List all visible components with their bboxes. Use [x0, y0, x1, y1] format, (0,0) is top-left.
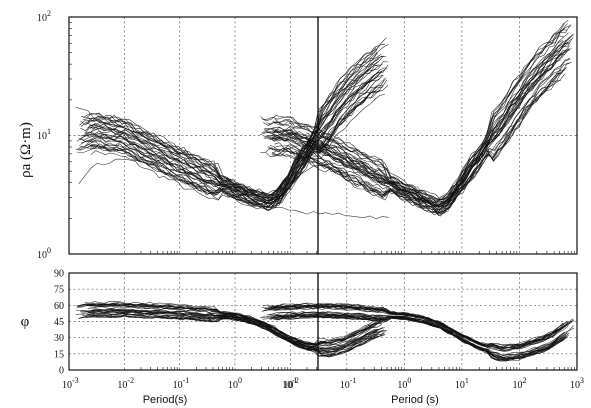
x-tick-label: 103	[570, 376, 584, 391]
rho-right-curve	[263, 49, 568, 207]
x-tick-label: 10-1	[340, 376, 357, 391]
rho-right-curve	[260, 73, 566, 214]
rho-left-curve	[84, 64, 380, 202]
rho-right-curve	[261, 37, 571, 207]
rho-left-curve	[87, 65, 378, 201]
rho-right-curve	[273, 41, 563, 203]
phase-left-curve	[85, 314, 382, 357]
phase-left-curve	[86, 303, 380, 345]
x-tick-label: 10-2	[282, 376, 299, 391]
phase-left-curve	[81, 308, 379, 349]
phase-y-tick-label: 15	[54, 349, 64, 360]
phase-y-axis-label: φ	[21, 314, 30, 330]
x-tick-label: 10-3	[62, 376, 79, 391]
x-tick-label: 10-2	[117, 376, 134, 391]
rho-left-curve	[90, 84, 384, 208]
x-tick-label: 100	[228, 376, 242, 391]
rho-left-curve	[76, 64, 389, 205]
rho-left-curve	[85, 78, 380, 209]
phase-panel-right	[259, 272, 578, 371]
rho-left-outlier-curve	[75, 106, 389, 220]
rho-left-curve	[82, 49, 377, 199]
phase-right-curve	[262, 313, 561, 360]
phase-y-tick-labels: 0 15 30 45 60 75 90	[54, 269, 64, 377]
phase-left-curve	[78, 303, 381, 345]
rho-y-tick-1: 100	[37, 246, 51, 261]
rho-right-curve	[265, 38, 572, 208]
rho-left-outlier-curve	[78, 158, 389, 199]
rho-left-curve	[89, 55, 387, 199]
phase-y-tick-label: 45	[54, 317, 64, 328]
rho-right-curve	[263, 34, 574, 208]
rho-panel-right	[259, 16, 578, 255]
phase-y-tick-label: 30	[54, 333, 64, 344]
rho-right-curve	[272, 67, 568, 216]
phase-y-tick-label: 60	[54, 301, 64, 312]
x-tick-label: 101	[455, 376, 469, 391]
phase-left-curve	[85, 304, 379, 347]
x-tick-label: 10-1	[173, 376, 190, 391]
phase-right-curve	[263, 302, 564, 347]
phase-left-gridlines	[69, 273, 318, 370]
rho-right-frame	[317, 16, 578, 255]
x-tick-label: 101	[283, 376, 297, 391]
phase-y-tick-label: 90	[54, 269, 64, 280]
rho-y-tick-10: 101	[37, 127, 51, 142]
x-axis-label-right: Period (s)	[391, 394, 439, 406]
phase-left-curve	[86, 304, 376, 346]
rho-right-curve	[263, 33, 574, 203]
x-tick-labels: 10-3 10-2 10-1 100 101 102 103 10-2 10-1 100 101	[62, 376, 584, 391]
phase-right-gridlines	[318, 273, 577, 370]
rho-right-curve	[266, 29, 567, 202]
phase-left-curve	[82, 313, 386, 356]
phase-y-tick-label: 0	[59, 366, 64, 377]
rho-right-curve	[262, 20, 569, 201]
rho-right-gridlines	[318, 17, 577, 254]
rho-left-curve	[87, 45, 380, 196]
rho-right-curve	[265, 69, 565, 214]
rho-right-curve	[264, 39, 563, 206]
rho-left-curve	[90, 94, 385, 211]
x-tick-label: 100	[397, 376, 411, 391]
rho-right-curve	[269, 59, 570, 210]
phase-left-curve	[84, 300, 384, 345]
rho-right-curve	[269, 50, 567, 208]
rho-left-curve-group	[75, 37, 389, 220]
rho-right-curve	[260, 23, 565, 200]
rho-right-curve	[272, 23, 568, 200]
phase-panel-left	[68, 272, 389, 371]
phase-right-curve-group	[259, 302, 575, 362]
rho-panel-left	[68, 16, 389, 255]
rho-right-curve	[272, 80, 561, 217]
rho-y-axis-label: ρa (Ω·m)	[18, 122, 34, 178]
x-tick-label: 102	[512, 376, 526, 391]
phase-left-curve-group	[75, 300, 389, 358]
phase-left-curve	[87, 313, 385, 354]
rho-right-curve-group	[259, 20, 574, 217]
rho-left-curve	[81, 47, 377, 195]
phase-left-curve	[87, 309, 383, 350]
rho-left-curve	[81, 74, 384, 204]
rho-left-curve	[80, 52, 378, 196]
rho-left-curve	[78, 70, 384, 205]
phase-right-curve	[271, 302, 565, 346]
rho-y-tick-100: 102	[37, 9, 51, 24]
phase-left-curve	[76, 303, 376, 345]
x-axis-label-left: Period(s)	[143, 394, 188, 406]
rho-left-curve	[91, 85, 377, 208]
phase-right-curve	[268, 303, 569, 348]
phase-y-tick-label: 75	[54, 285, 64, 296]
phase-right-curve	[273, 306, 569, 352]
phase-right-frame	[317, 272, 578, 371]
rho-y-tick-labels: 100 101 102	[37, 9, 51, 261]
rho-right-curve	[259, 36, 574, 208]
